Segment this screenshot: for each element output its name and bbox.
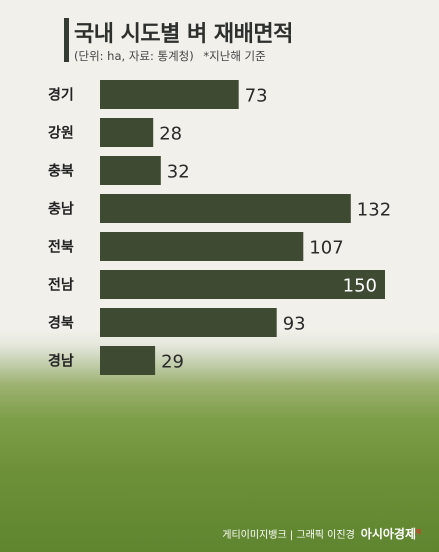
- bar: [100, 232, 304, 261]
- category-label: 전남: [48, 277, 74, 294]
- value-label: 28: [159, 124, 182, 145]
- bar: [100, 194, 351, 223]
- footer: 게티이미지뱅크 | 그래픽 이진경 아시아경제q: [222, 525, 421, 542]
- chart-title: 국내 시도별 벼 재배면적: [74, 22, 293, 47]
- image-credit: 게티이미지뱅크 | 그래픽 이진경: [222, 530, 355, 541]
- bar: [100, 118, 154, 147]
- value-label: 150: [343, 276, 377, 297]
- category-label: 전북: [48, 239, 74, 256]
- publisher-brand: 아시아경제q: [361, 525, 421, 542]
- category-label: 충남: [48, 201, 74, 218]
- basis-note: *지난해 기준: [203, 49, 266, 63]
- category-label: 경북: [48, 315, 74, 332]
- category-label: 경남: [48, 353, 74, 370]
- publisher-name: 아시아경제: [360, 527, 416, 541]
- bar: [100, 156, 161, 185]
- value-label: 132: [357, 200, 391, 221]
- bar: [100, 270, 385, 299]
- value-label: 29: [161, 352, 184, 373]
- category-label: 충북: [48, 164, 74, 180]
- title-accent-bar: [64, 18, 69, 62]
- value-label: 32: [167, 162, 190, 183]
- bar: [100, 80, 239, 109]
- brand-mark-icon: q: [415, 527, 421, 535]
- unit-source-note: (단위: ha, 자료: 통계청): [74, 49, 194, 63]
- category-label: 강원: [48, 125, 74, 142]
- bar: [100, 346, 156, 375]
- chart-subtitle: (단위: ha, 자료: 통계청) *지난해 기준: [74, 48, 272, 64]
- bar: [100, 308, 277, 337]
- bar-chart: 경기 73 강원 28 충북 32 충남 132 전북 107 전남 150 경북 93 경남 29: [48, 80, 391, 375]
- value-label: 73: [245, 86, 268, 107]
- value-label: 107: [309, 238, 343, 259]
- category-label: 경기: [48, 87, 74, 104]
- value-label: 93: [283, 314, 306, 335]
